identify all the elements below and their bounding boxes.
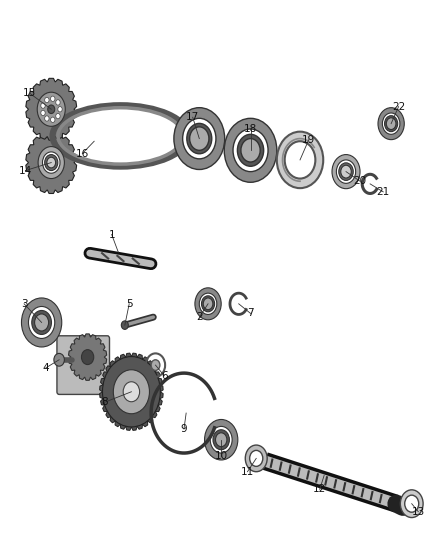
Circle shape [47, 157, 56, 168]
Circle shape [58, 107, 62, 112]
Circle shape [54, 353, 64, 366]
Circle shape [339, 163, 353, 180]
Text: 11: 11 [241, 467, 254, 477]
Circle shape [205, 419, 238, 460]
Circle shape [215, 433, 227, 447]
Text: 8: 8 [101, 398, 108, 407]
Circle shape [35, 314, 49, 331]
Text: 16: 16 [76, 149, 89, 158]
Circle shape [199, 293, 217, 314]
Circle shape [42, 152, 60, 173]
Circle shape [187, 124, 212, 154]
Circle shape [50, 96, 55, 101]
Circle shape [45, 155, 58, 171]
Circle shape [213, 430, 230, 450]
Circle shape [341, 165, 351, 178]
Polygon shape [26, 132, 77, 193]
Circle shape [32, 310, 52, 335]
Text: 1: 1 [108, 230, 115, 239]
Text: 6: 6 [161, 371, 168, 381]
Circle shape [386, 118, 396, 130]
Circle shape [28, 306, 55, 338]
Circle shape [277, 132, 323, 188]
Circle shape [385, 116, 398, 132]
Circle shape [123, 382, 140, 402]
Text: 4: 4 [42, 363, 49, 373]
Circle shape [203, 298, 213, 310]
FancyBboxPatch shape [57, 336, 110, 394]
Circle shape [45, 116, 49, 121]
Circle shape [45, 98, 49, 103]
Circle shape [332, 155, 360, 189]
Circle shape [183, 118, 216, 159]
Circle shape [81, 350, 94, 365]
Text: 18: 18 [244, 124, 257, 134]
Circle shape [400, 490, 423, 518]
Text: 2: 2 [196, 312, 203, 322]
Text: 10: 10 [215, 451, 228, 461]
Text: 3: 3 [21, 299, 28, 309]
Circle shape [245, 445, 267, 472]
Text: 21: 21 [377, 187, 390, 197]
Circle shape [336, 160, 356, 183]
Circle shape [201, 296, 215, 312]
Circle shape [224, 118, 277, 182]
Circle shape [382, 113, 400, 134]
Text: 17: 17 [186, 112, 199, 122]
Circle shape [56, 100, 60, 105]
Circle shape [50, 117, 55, 123]
Circle shape [41, 110, 45, 116]
Text: 14: 14 [19, 166, 32, 175]
Text: 7: 7 [247, 309, 254, 318]
Circle shape [151, 360, 160, 370]
Text: 9: 9 [180, 424, 187, 434]
Circle shape [48, 105, 55, 114]
Circle shape [174, 108, 225, 169]
Circle shape [56, 114, 60, 119]
Circle shape [237, 134, 264, 166]
Circle shape [37, 92, 65, 126]
Circle shape [285, 141, 315, 179]
Text: 15: 15 [23, 88, 36, 98]
Circle shape [21, 298, 62, 347]
Circle shape [241, 139, 260, 162]
Text: 19: 19 [302, 135, 315, 144]
Circle shape [113, 370, 149, 414]
Circle shape [190, 127, 209, 150]
Circle shape [121, 321, 128, 329]
Text: 5: 5 [126, 299, 133, 309]
Text: 22: 22 [392, 102, 405, 111]
Text: 12: 12 [313, 484, 326, 494]
Text: 13: 13 [412, 507, 425, 516]
Circle shape [38, 147, 64, 179]
Circle shape [210, 426, 232, 453]
Circle shape [233, 129, 268, 172]
Circle shape [195, 288, 221, 320]
Polygon shape [26, 78, 77, 140]
Circle shape [378, 108, 404, 140]
Circle shape [405, 495, 419, 512]
Circle shape [41, 103, 45, 108]
Text: 20: 20 [353, 176, 367, 186]
Circle shape [102, 357, 160, 427]
Polygon shape [99, 353, 163, 431]
Circle shape [250, 450, 263, 466]
Polygon shape [68, 334, 107, 381]
